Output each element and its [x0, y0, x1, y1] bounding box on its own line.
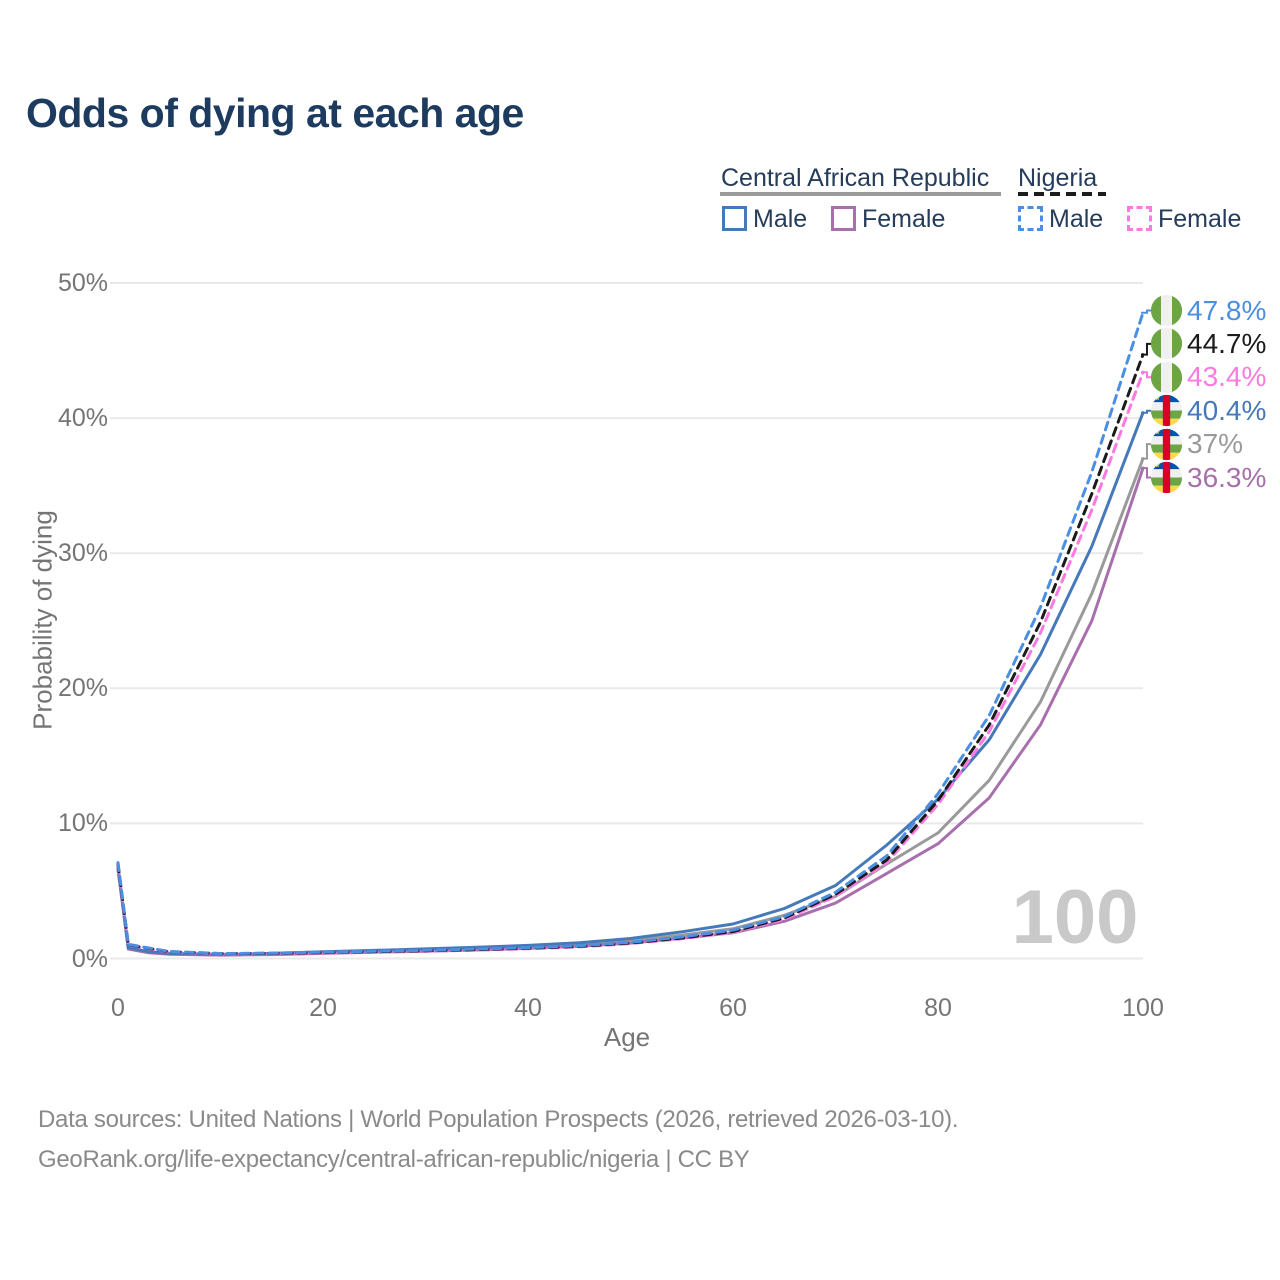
y-tick-label: 30% [57, 539, 108, 568]
end-label-value: 43.4% [1187, 361, 1267, 393]
y-tick-label: 10% [57, 809, 108, 838]
label-connector [1141, 409, 1151, 414]
label-connector [1141, 371, 1151, 379]
end-label-value: 36.3% [1187, 461, 1267, 493]
label-connector [1141, 443, 1151, 460]
legend-item-nigeria-male[interactable]: Male [1049, 205, 1104, 233]
legend-item-car-male[interactable]: Male [753, 205, 808, 233]
label-connector [1141, 309, 1151, 314]
y-tick-label: 50% [57, 269, 108, 297]
x-tick-label: 20 [309, 994, 337, 1022]
x-tick-label: 100 [1122, 994, 1164, 1022]
nigeria-flag-icon [1150, 328, 1183, 360]
x-tick-label: 0 [111, 994, 125, 1022]
central-african-republic-flag-icon [1150, 461, 1183, 494]
central-african-republic-flag-icon [1150, 395, 1183, 427]
y-axis-title: Probability of dying [27, 510, 58, 730]
nigeria-flag-icon [1150, 361, 1183, 393]
series-line-nigeria-male[interactable] [116, 311, 1145, 955]
series-line-nigeria-both-sexes[interactable] [116, 353, 1145, 956]
legend-group-car-title[interactable]: Central African Republic [721, 164, 990, 192]
end-label-row: 47.8% [1150, 294, 1266, 328]
car-female-swatch-icon[interactable] [831, 206, 856, 231]
x-tick-label: 60 [719, 994, 747, 1022]
nigeria-male-swatch-icon[interactable] [1018, 206, 1043, 231]
footer-attribution-link[interactable]: GeoRank.org/life-expectancy/central-afri… [38, 1146, 750, 1173]
end-label-row: 36.3% [1150, 461, 1266, 495]
x-tick-label: 40 [514, 994, 542, 1022]
age-watermark: 100 [1011, 875, 1139, 960]
central-african-republic-flag-icon [1150, 428, 1183, 460]
legend-group-nigeria-title[interactable]: Nigeria [1018, 164, 1098, 192]
label-connector [1141, 342, 1151, 356]
series-line-nigeria-female[interactable] [116, 370, 1145, 956]
y-tick-label: 0% [71, 944, 108, 973]
end-label-value: 47.8% [1187, 294, 1267, 326]
end-label-row: 43.4% [1150, 360, 1266, 394]
nigeria-flag-icon [1150, 294, 1183, 327]
y-tick-label: 40% [57, 404, 108, 433]
x-axis-title: Age [603, 1022, 651, 1052]
label-connector [1141, 467, 1151, 479]
end-label-value: 44.7% [1187, 327, 1267, 359]
car-total-line-swatch [720, 192, 1001, 196]
car-male-swatch-icon[interactable] [722, 206, 747, 231]
end-label-value: 40.4% [1187, 394, 1267, 426]
end-label-row: 40.4% [1150, 394, 1266, 428]
x-tick-label: 80 [924, 994, 952, 1022]
legend-item-nigeria-female[interactable]: Female [1158, 205, 1242, 233]
footer-data-sources: Data sources: United Nations | World Pop… [38, 1106, 959, 1133]
legend-item-car-female[interactable]: Female [862, 205, 946, 233]
end-label-row: 44.7% [1150, 327, 1266, 361]
nigeria-female-swatch-icon[interactable] [1127, 206, 1152, 231]
chart-title: Odds of dying at each age [26, 90, 524, 136]
end-label-row: 37% [1150, 427, 1243, 461]
end-label-value: 37% [1187, 428, 1244, 460]
y-tick-label: 20% [57, 674, 108, 703]
nigeria-total-line-swatch [1018, 192, 1106, 196]
